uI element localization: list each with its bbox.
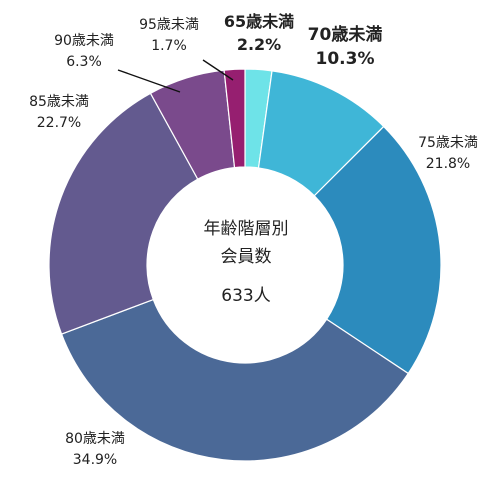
category-label-5: 85歳未満 <box>29 94 89 110</box>
category-label-1: 65歳未満 <box>224 12 294 31</box>
percent-label-4: 34.9% <box>73 452 117 468</box>
slice-4 <box>60 298 410 462</box>
slices-group <box>48 68 442 462</box>
percent-label-7: 1.7% <box>151 38 187 54</box>
center-title-line2: 会員数 <box>221 247 272 267</box>
category-label-3: 75歳未満 <box>418 135 478 151</box>
slice-7 <box>223 68 246 169</box>
category-label-7: 95歳未満 <box>139 17 199 33</box>
percent-label-3: 21.8% <box>426 156 470 172</box>
slice-5 <box>48 92 199 335</box>
leader-line-7 <box>202 59 234 81</box>
leader-lines-group <box>117 59 234 93</box>
percent-label-2: 10.3% <box>316 49 375 69</box>
leader-line-6 <box>117 69 181 93</box>
percent-label-6: 6.3% <box>66 54 102 70</box>
percent-label-5: 22.7% <box>37 115 81 131</box>
percent-label-1: 2.2% <box>237 35 281 54</box>
center-title-line1: 年齢階層別 <box>204 219 289 239</box>
labels-group: 65歳未満 2.2% 70歳未満 10.3% 75歳未満 21.8% 80歳未満 34.9% 8… <box>29 12 478 468</box>
center-total: 633人 <box>221 286 270 306</box>
category-label-2: 70歳未満 <box>308 24 383 45</box>
category-label-6: 90歳未満 <box>54 33 114 49</box>
category-label-4: 80歳未満 <box>65 431 125 447</box>
slice-3 <box>313 125 442 375</box>
